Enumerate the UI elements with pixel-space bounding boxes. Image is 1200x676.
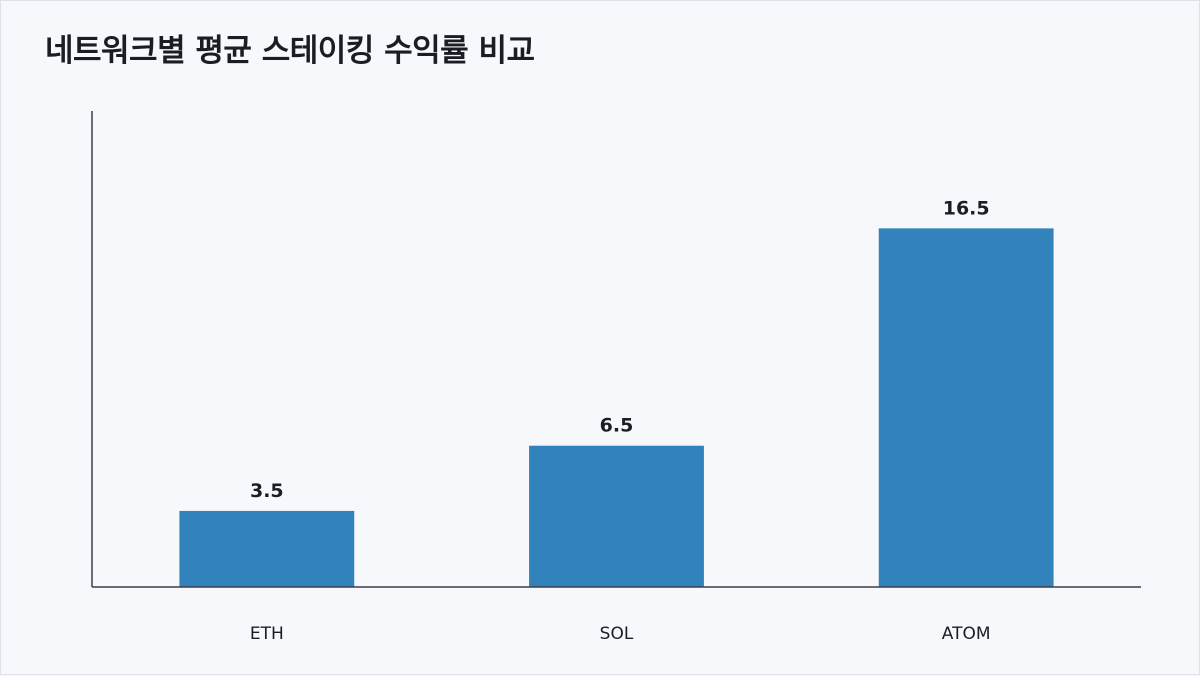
tick-labels-group: ETH SOL ATOM [250,624,991,644]
value-labels-group: 3.5 6.5 16.5 [250,197,990,502]
bar-sol [529,445,704,587]
value-label-sol: 6.5 [600,415,634,437]
x-tick-label-sol: SOL [600,624,634,644]
x-tick-label-eth: ETH [250,624,284,644]
chart-title: 네트워크별 평균 스테이킹 수익률 비교 [45,33,535,69]
bars-group [179,228,1054,587]
value-label-eth: 3.5 [250,480,284,502]
bar-atom [878,228,1054,587]
x-tick-label-atom: ATOM [942,624,991,644]
bar-eth [179,510,355,587]
value-label-atom: 16.5 [943,197,990,219]
